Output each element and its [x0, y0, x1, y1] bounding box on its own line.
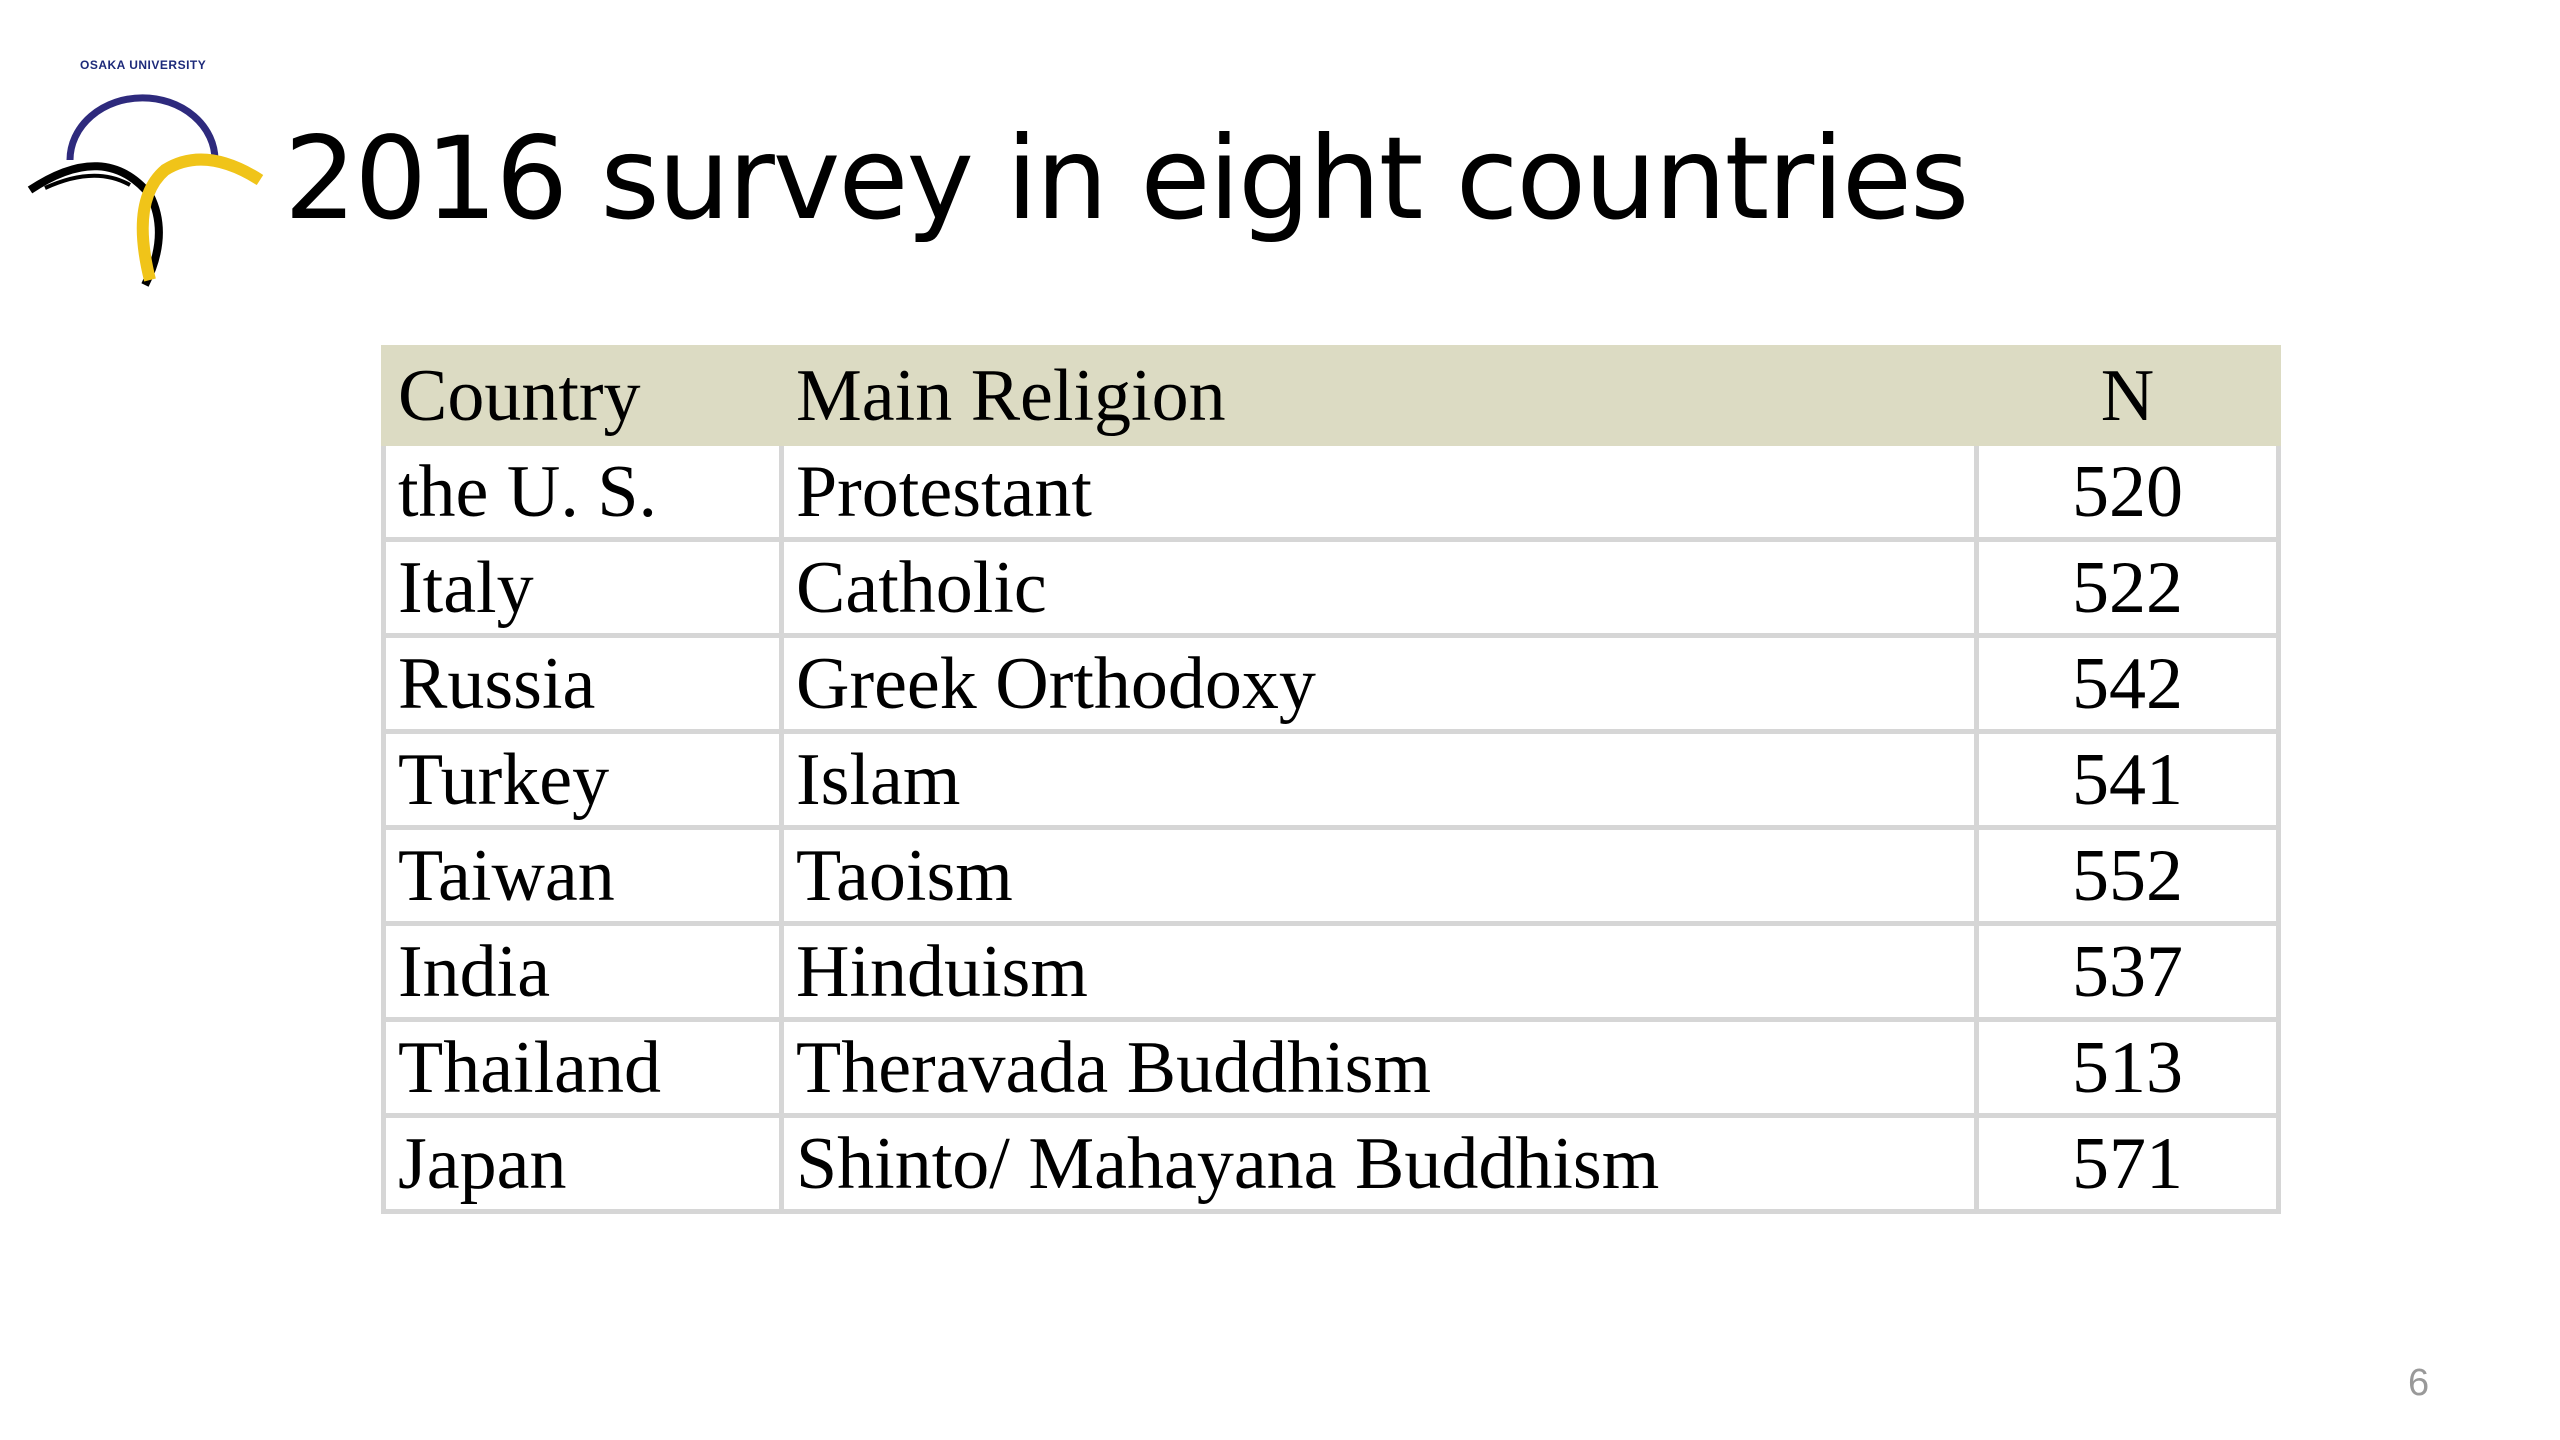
table-cell: 541	[1974, 729, 2281, 830]
table-row: Italy Catholic 522	[381, 537, 2281, 638]
header-row: Country Main Religion N	[381, 345, 2281, 446]
table-cell: 571	[1974, 1113, 2281, 1214]
table-cell: India	[381, 921, 784, 1022]
header-cell: Main Religion	[779, 345, 1979, 446]
table-row: Turkey Islam 541	[381, 729, 2281, 830]
table-cell: Greek Orthodoxy	[779, 633, 1979, 734]
table-row: Japan Shinto/ Mahayana Buddhism 571	[381, 1113, 2281, 1214]
table-row: Thailand Theravada Buddhism 513	[381, 1017, 2281, 1118]
table-cell: 513	[1974, 1017, 2281, 1118]
table-cell: Taiwan	[381, 825, 784, 926]
table-cell: Turkey	[381, 729, 784, 830]
table-row: India Hinduism 537	[381, 921, 2281, 1022]
table-cell: Taoism	[779, 825, 1979, 926]
slide-title: 2016 survey in eight countries	[284, 112, 1969, 245]
header-cell: N	[1974, 345, 2281, 446]
table-cell: Islam	[779, 729, 1979, 830]
table-cell: 537	[1974, 921, 2281, 1022]
header-cell: Country	[381, 345, 784, 446]
table-cell: Japan	[381, 1113, 784, 1214]
table-cell: the U. S.	[381, 441, 784, 542]
table-cell: Italy	[381, 537, 784, 638]
table-cell: Shinto/ Mahayana Buddhism	[779, 1113, 1979, 1214]
table-row: Taiwan Taoism 552	[381, 825, 2281, 926]
table-row: the U. S. Protestant 520	[381, 441, 2281, 542]
table-cell: 542	[1974, 633, 2281, 734]
table-cell: Hinduism	[779, 921, 1979, 1022]
table-cell: Russia	[381, 633, 784, 734]
table-cell: Thailand	[381, 1017, 784, 1118]
logo-text: OSAKA UNIVERSITY	[80, 58, 207, 72]
table-cell: Theravada Buddhism	[779, 1017, 1979, 1118]
table-cell: 522	[1974, 537, 2281, 638]
table-cell: Protestant	[779, 441, 1979, 542]
logo-graphic	[27, 94, 264, 287]
table-cell: Catholic	[779, 537, 1979, 638]
table-cell: 520	[1974, 441, 2281, 542]
page-number: 6	[2408, 1362, 2430, 1404]
table-row: Russia Greek Orthodoxy 542	[381, 633, 2281, 734]
table-cell: 552	[1974, 825, 2281, 926]
